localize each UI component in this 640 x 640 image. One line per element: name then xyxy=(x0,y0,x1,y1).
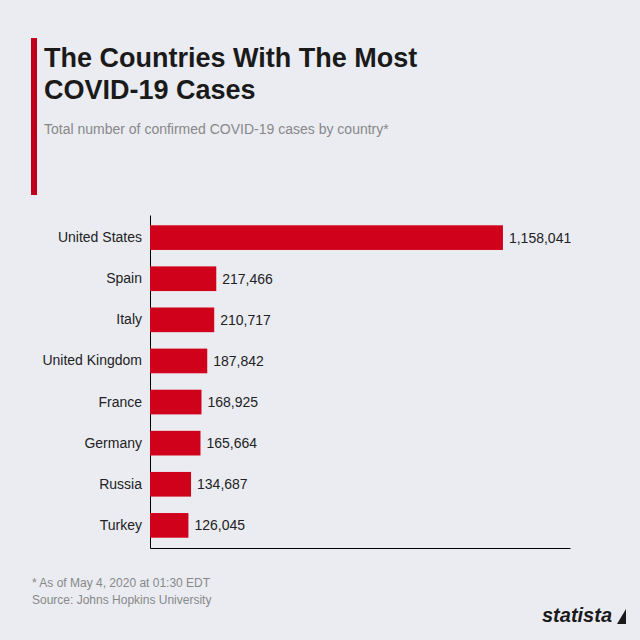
y-axis: United States Spain Italy United Kingdom Fra… xyxy=(42,216,150,549)
bars xyxy=(150,225,503,537)
y-tick: Germany xyxy=(84,435,150,451)
x-axis xyxy=(151,548,571,549)
y-tick: Russia xyxy=(99,476,150,492)
data-labels: 1,158,041 217,466 210,717 187,842 168,925 165… xyxy=(194,230,571,534)
logo xyxy=(617,609,626,624)
bar xyxy=(150,308,214,333)
category-label: Turkey xyxy=(100,517,142,533)
data-label: 134,687 xyxy=(197,476,248,492)
y-tick: Spain xyxy=(106,270,150,286)
background xyxy=(0,0,640,640)
bar xyxy=(150,390,201,415)
data-label: 210,717 xyxy=(220,312,271,328)
data-label: 217,466 xyxy=(222,271,273,287)
y-tick: Turkey xyxy=(100,517,150,533)
category-label: Italy xyxy=(116,311,142,327)
category-label: Russia xyxy=(99,476,142,492)
data-label: 126,045 xyxy=(194,517,245,533)
subtitle: Total number of confirmed COVID-19 cases… xyxy=(44,121,389,137)
x-axis-line xyxy=(151,548,571,549)
y-axis-line xyxy=(150,216,151,549)
chart: The Countries With The MostCOVID-19 Case… xyxy=(0,0,640,640)
category-label: United States xyxy=(58,229,142,245)
accent-bar xyxy=(31,38,37,195)
title: COVID-19 Cases xyxy=(44,75,256,105)
data-label: 187,842 xyxy=(213,353,264,369)
branding: statista xyxy=(542,604,612,626)
data-label: 1,158,041 xyxy=(509,230,571,246)
category-label: Spain xyxy=(106,270,142,286)
footnote: * As of May 4, 2020 at 01:30 EDT xyxy=(32,576,211,590)
bar xyxy=(150,472,191,497)
y-tick: Italy xyxy=(116,311,150,327)
category-label: France xyxy=(98,394,142,410)
category-label: Germany xyxy=(84,435,142,451)
data-label: 165,664 xyxy=(206,435,257,451)
y-tick: France xyxy=(98,394,150,410)
y-tick: United States xyxy=(58,229,150,245)
category-label: United Kingdom xyxy=(42,352,142,368)
plot: United States Spain Italy United Kingdom Fra… xyxy=(42,216,571,549)
footnote: Source: Johns Hopkins University xyxy=(32,593,211,607)
bar xyxy=(150,431,200,456)
bar xyxy=(150,513,188,538)
title: The Countries With The Most xyxy=(44,43,417,73)
y-tick: United Kingdom xyxy=(42,352,150,368)
data-label: 168,925 xyxy=(207,394,258,410)
bar xyxy=(150,225,503,250)
bar xyxy=(150,266,216,291)
bar xyxy=(150,349,207,374)
